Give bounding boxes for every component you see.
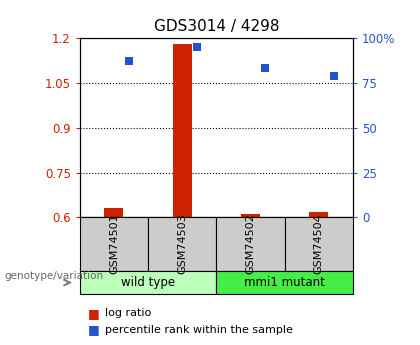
Bar bbox=[309, 212, 328, 217]
Text: GSM74501: GSM74501 bbox=[109, 214, 119, 274]
Bar bbox=[173, 44, 192, 217]
Text: wild type: wild type bbox=[121, 276, 175, 289]
Title: GDS3014 / 4298: GDS3014 / 4298 bbox=[154, 19, 279, 34]
Bar bbox=[104, 208, 123, 217]
Text: ■: ■ bbox=[88, 323, 100, 336]
Text: mmi1 mutant: mmi1 mutant bbox=[244, 276, 325, 289]
Bar bbox=[241, 214, 260, 217]
Text: GSM74504: GSM74504 bbox=[314, 214, 324, 275]
Text: percentile rank within the sample: percentile rank within the sample bbox=[105, 325, 293, 335]
Text: GSM74502: GSM74502 bbox=[245, 214, 255, 275]
Text: ■: ■ bbox=[88, 307, 100, 320]
Text: log ratio: log ratio bbox=[105, 308, 151, 318]
Text: genotype/variation: genotype/variation bbox=[4, 271, 103, 281]
Text: GSM74503: GSM74503 bbox=[177, 214, 187, 274]
